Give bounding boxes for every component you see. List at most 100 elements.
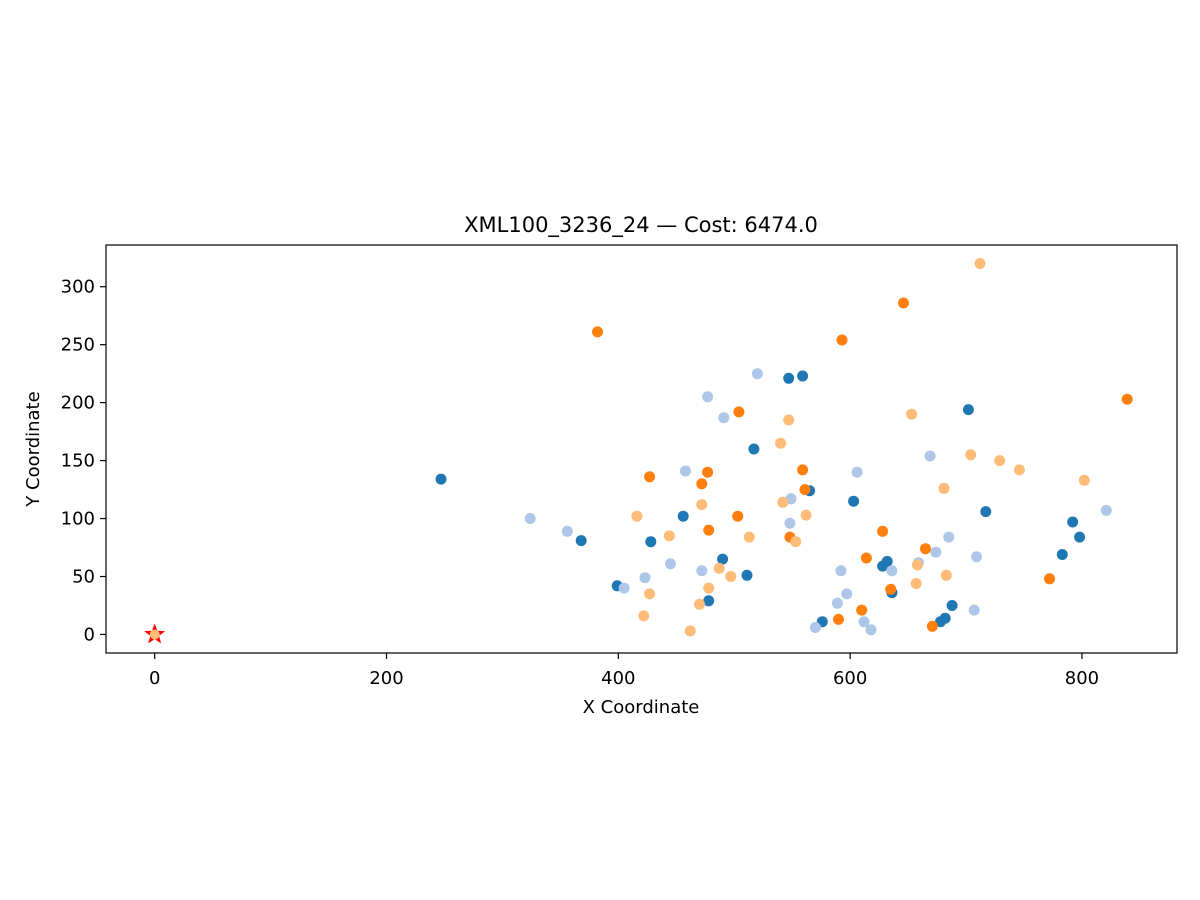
y-tick-label: 0 [84,624,95,645]
data-point [800,509,812,521]
data-point [718,412,730,424]
data-point [751,368,763,380]
data-point [971,551,982,563]
data-point [639,572,651,584]
data-point [783,372,795,384]
depot-point [149,629,160,640]
data-point [940,569,952,581]
data-point [733,406,745,418]
y-tick-label: 100 [61,509,95,530]
data-point [696,499,708,511]
x-axis-ticks: 0 200 400 600 800 [149,653,1099,689]
y-tick-label: 250 [61,335,95,356]
data-point [865,624,877,636]
data-point [881,555,893,567]
data-point [1074,531,1086,543]
y-tick-label: 300 [61,277,95,298]
data-point [994,455,1006,467]
y-axis-ticks: 0 50 100 150 200 250 300 [61,277,106,645]
y-axis-label: Y Coordinate [23,391,44,507]
data-point [831,597,843,609]
data-point [906,408,918,420]
y-tick-label: 200 [61,393,95,414]
data-point [684,625,696,637]
data-point [680,465,691,477]
data-point [1044,573,1055,585]
plot-area [106,245,1177,653]
data-point [920,543,931,555]
data-point [1013,464,1025,476]
y-tick-label: 50 [72,567,95,588]
data-points [435,258,1133,637]
data-point [939,612,951,624]
data-point [877,525,889,537]
data-point [836,334,848,346]
data-point [743,531,755,543]
data-point [631,510,643,522]
data-point [575,535,587,547]
data-point [644,471,656,483]
data-point [645,536,657,548]
data-point [702,466,714,478]
data-point [696,478,708,490]
data-point [860,552,872,564]
data-point [943,531,955,543]
data-point [703,524,715,536]
data-point [732,510,744,522]
data-point [910,578,922,589]
data-point [809,622,821,633]
data-point [783,414,795,426]
data-point [677,510,689,522]
data-point [1067,516,1079,528]
depot-marker-group [144,623,166,644]
y-tick-label: 150 [61,451,95,472]
data-point [851,466,863,478]
data-point [924,450,936,462]
data-point [725,571,737,582]
data-point [561,525,573,537]
data-point [885,583,897,595]
data-point [797,370,809,382]
data-point [741,569,753,581]
data-point [717,553,729,565]
data-point [435,473,447,485]
data-point [898,297,909,309]
data-point [1100,504,1112,516]
data-point [974,258,986,269]
data-point [777,496,789,508]
data-point [644,588,656,600]
data-point [965,449,977,461]
plot-frame [105,244,1178,654]
data-point [980,506,992,518]
data-point [938,482,950,494]
data-point [696,565,708,577]
data-point [1056,549,1068,560]
x-tick-label: 0 [149,668,160,689]
data-point [848,495,860,507]
data-point [713,562,725,574]
data-point [962,404,974,416]
data-point [524,513,536,524]
data-point [618,582,630,594]
data-point [790,536,802,548]
x-tick-label: 400 [601,668,635,689]
data-point [663,530,675,542]
data-point [638,610,650,622]
data-point [775,437,787,449]
data-point [911,559,923,571]
data-point [1121,393,1133,405]
data-point [926,620,938,632]
data-point [799,484,811,496]
data-point [856,604,868,616]
data-point [968,604,980,616]
data-point [835,565,847,577]
data-point [930,546,942,558]
data-point [1078,474,1090,486]
data-point [841,588,853,600]
x-tick-label: 200 [369,668,403,689]
chart-title: XML100_3236_24 — Cost: 6474.0 [464,213,818,238]
data-point [784,517,796,529]
data-point [946,600,958,611]
data-point [665,558,676,570]
